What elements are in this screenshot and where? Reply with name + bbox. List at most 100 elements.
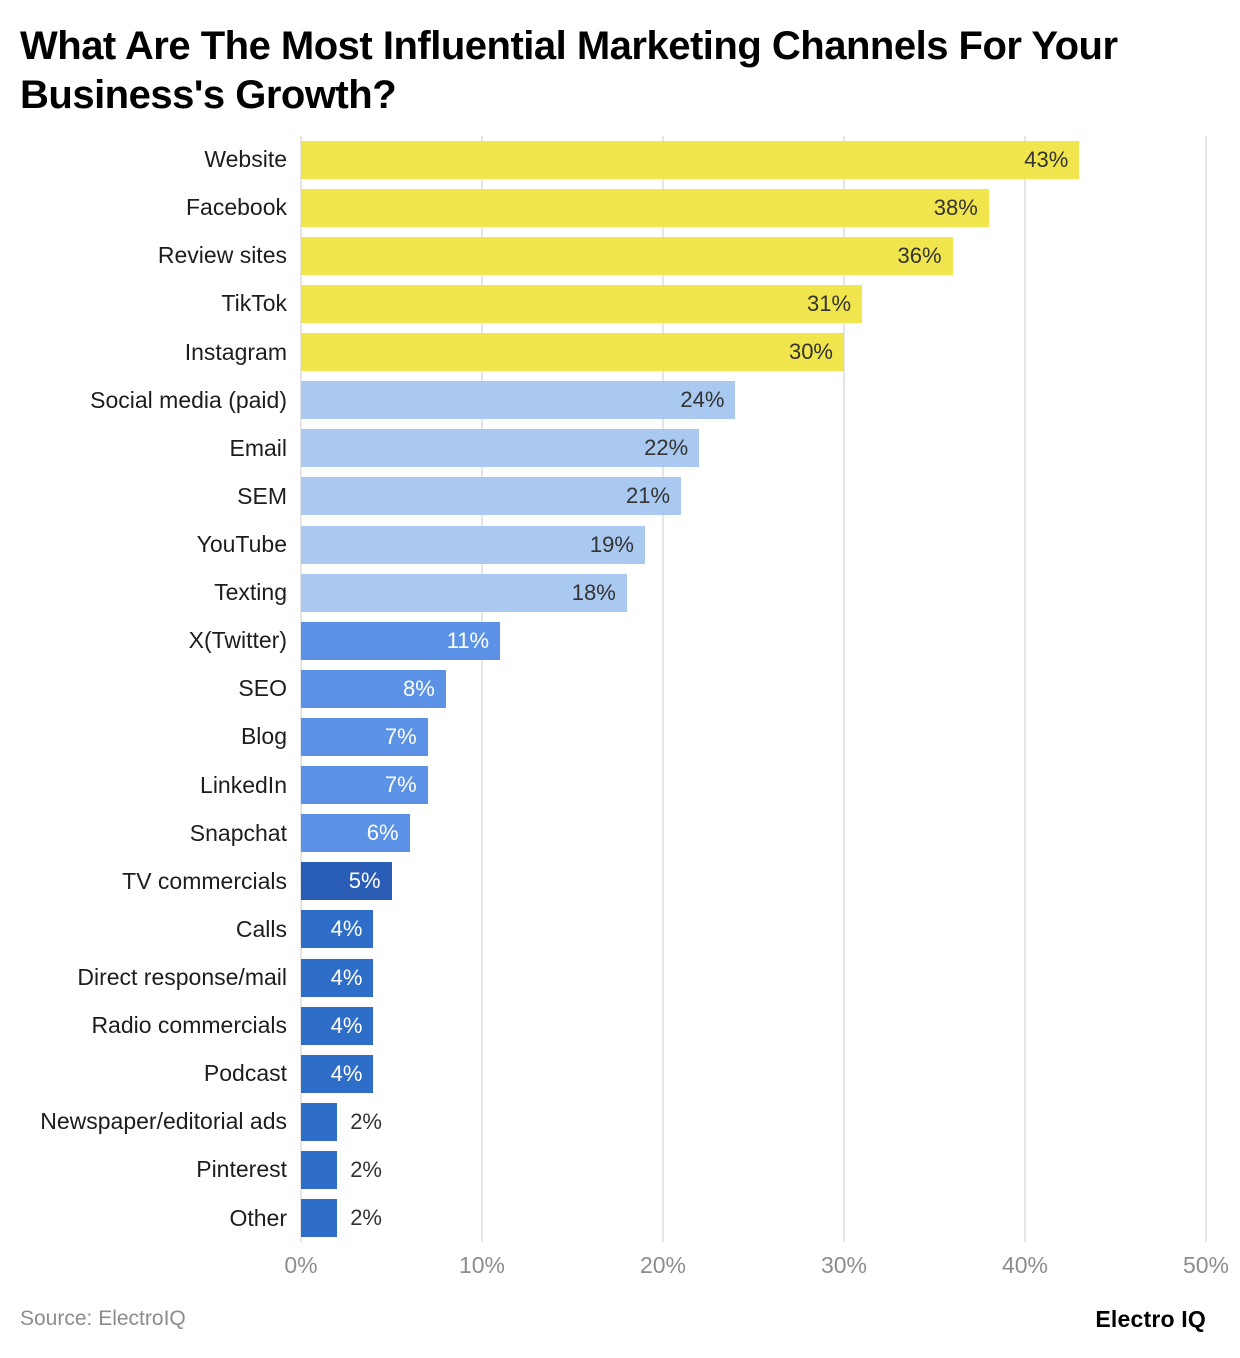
bar-track: 24% (301, 376, 1206, 424)
bar: 36% (301, 236, 953, 275)
bar: 24% (301, 381, 736, 420)
bar-row: Pinterest 2% (20, 1146, 1206, 1194)
gridline (662, 135, 664, 1242)
category-label: Newspaper/editorial ads (40, 1108, 287, 1135)
bar-row: SEO 8% (20, 665, 1206, 713)
bar-chart: Website 43% Facebook 38% Review sites 36% TikT… (20, 135, 1229, 1288)
value-label: 21% (626, 483, 671, 509)
bar-row: Snapchat 6% (20, 809, 1206, 857)
category-label: Facebook (185, 194, 287, 221)
bar-track: 18% (301, 569, 1206, 617)
bar: 5% (301, 862, 392, 901)
source-note: Source: ElectroIQ (20, 1307, 186, 1330)
category-label: TikTok (221, 290, 287, 317)
gridline (843, 135, 845, 1242)
bar-row: X(Twitter) 11% (20, 617, 1206, 665)
category-label: Calls (235, 915, 287, 942)
value-label: 4% (330, 1060, 363, 1086)
bar: 21% (301, 477, 682, 516)
bar-track: 4% (301, 1002, 1206, 1050)
bar-track: 21% (301, 472, 1206, 520)
value-label: 4% (330, 1012, 363, 1038)
bar-track: 38% (301, 184, 1206, 232)
bar: 4% (301, 1006, 374, 1045)
value-label: 36% (897, 242, 942, 268)
bar-track: 31% (301, 280, 1206, 328)
bar-row: LinkedIn 7% (20, 761, 1206, 809)
x-axis-spacer (20, 1242, 301, 1288)
value-label: 22% (644, 435, 689, 461)
value-label: 30% (788, 339, 833, 365)
bar-row: Texting 18% (20, 569, 1206, 617)
gridline (1205, 135, 1207, 1242)
category-label: Other (229, 1204, 287, 1231)
x-axis: 0% 10% 20% 30% 40% 50% (20, 1242, 1229, 1288)
x-tick-label: 10% (458, 1252, 506, 1278)
bar-track: 11% (301, 617, 1206, 665)
bar: 43% (301, 140, 1080, 179)
category-label: Direct response/mail (77, 964, 287, 990)
bar-track: 4% (301, 953, 1206, 1001)
value-label: 18% (571, 579, 616, 605)
bar: 4% (301, 910, 374, 949)
category-label: Review sites (157, 242, 287, 269)
bar: 4% (301, 958, 374, 997)
category-label: Website (204, 146, 287, 173)
chart-title: What Are The Most Influential Marketing … (20, 24, 1118, 117)
x-tick-label: 50% (1182, 1252, 1230, 1278)
value-label: 2% (350, 1108, 382, 1134)
category-label: YouTube (196, 531, 287, 558)
bar: 18% (301, 573, 627, 612)
bar: 7% (301, 766, 428, 805)
value-label: 7% (384, 723, 417, 749)
category-label: Instagram (184, 338, 287, 365)
category-label: TV commercials (122, 867, 287, 894)
value-label: 43% (1024, 146, 1069, 172)
bar-track: 43% (301, 136, 1206, 184)
bar: 4% (301, 1054, 374, 1093)
bar-track: 7% (301, 761, 1206, 809)
value-label: 24% (680, 387, 725, 413)
bar-row: Radio commercials 4% (20, 1002, 1206, 1050)
bar-row: Review sites 36% (20, 232, 1206, 280)
bar-track: 30% (301, 328, 1206, 376)
bar-rows: Website 43% Facebook 38% Review sites 36% TikT… (20, 136, 1206, 1242)
bar: 22% (301, 429, 700, 468)
value-label: 5% (348, 868, 381, 894)
value-label: 19% (589, 531, 634, 557)
bar-row: Social media (paid) 24% (20, 376, 1206, 424)
bar: 31% (301, 284, 863, 323)
value-label: 2% (350, 1156, 382, 1182)
bar: 19% (301, 525, 645, 564)
bar-track: 2% (301, 1098, 1206, 1146)
bar-row: Direct response/mail 4% (20, 953, 1206, 1001)
bar: 30% (301, 333, 844, 372)
bar-row: TV commercials 5% (20, 857, 1206, 905)
category-label: Radio commercials (91, 1012, 287, 1039)
bar (301, 1150, 338, 1189)
x-axis-ticks: 0% 10% 20% 30% 40% 50% (284, 1242, 1229, 1288)
bar-row: SEM 21% (20, 472, 1206, 520)
category-label: Texting (214, 579, 287, 606)
value-label: 31% (807, 290, 852, 316)
value-label: 7% (384, 772, 417, 798)
category-label: SEO (238, 675, 287, 702)
bar-row: Instagram 30% (20, 328, 1206, 376)
bar-track: 8% (301, 665, 1206, 713)
category-label: LinkedIn (200, 771, 287, 798)
category-label: Email (229, 434, 287, 461)
chart-footer: Source: ElectroIQ Electro IQ (20, 1288, 1206, 1358)
bar-row: Facebook 38% (20, 184, 1206, 232)
x-tick-label: 30% (820, 1252, 868, 1278)
bar-row: Blog 7% (20, 713, 1206, 761)
bar-row: Website 43% (20, 136, 1206, 184)
gridline (481, 135, 483, 1242)
bar-row: TikTok 31% (20, 280, 1206, 328)
category-label: Blog (240, 723, 287, 750)
plot-area: Website 43% Facebook 38% Review sites 36% TikT… (20, 135, 1207, 1242)
bar-row: Email 22% (20, 424, 1206, 472)
value-label: 8% (403, 675, 435, 701)
x-tick-label: 0% (284, 1252, 318, 1278)
value-label: 6% (366, 820, 399, 846)
category-label: Snapchat (189, 819, 287, 846)
